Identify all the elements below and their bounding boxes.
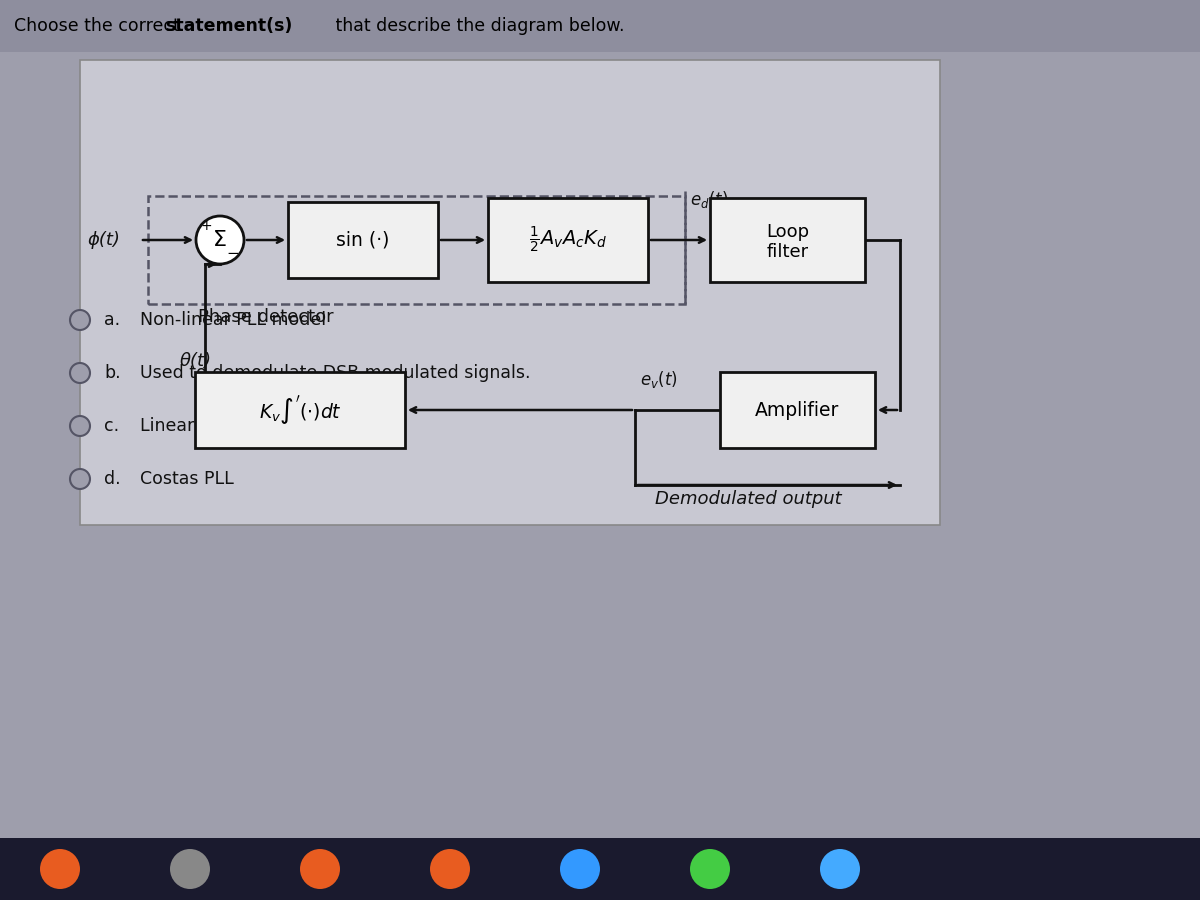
Text: Amplifier: Amplifier bbox=[755, 400, 840, 419]
Text: $\frac{1}{2}A_vA_cK_d$: $\frac{1}{2}A_vA_cK_d$ bbox=[529, 225, 607, 255]
Text: $e_v(t)$: $e_v(t)$ bbox=[640, 369, 678, 390]
Circle shape bbox=[70, 416, 90, 436]
Circle shape bbox=[690, 849, 730, 889]
Circle shape bbox=[820, 849, 860, 889]
Bar bbox=[148, 196, 685, 304]
Text: Used to demodulate DSB modulated signals.: Used to demodulate DSB modulated signals… bbox=[140, 364, 530, 382]
Text: Linear PLL model: Linear PLL model bbox=[140, 417, 289, 435]
Circle shape bbox=[70, 310, 90, 330]
Text: −: − bbox=[227, 247, 239, 262]
Text: Loop: Loop bbox=[766, 223, 809, 241]
Circle shape bbox=[560, 849, 600, 889]
Text: θ(t): θ(t) bbox=[180, 352, 212, 370]
Text: statement(s): statement(s) bbox=[166, 17, 293, 35]
Bar bbox=[720, 372, 875, 448]
Circle shape bbox=[170, 849, 210, 889]
Text: Costas PLL: Costas PLL bbox=[140, 470, 234, 488]
Text: Non-linear PLL model: Non-linear PLL model bbox=[140, 311, 326, 329]
Bar bbox=[0, 838, 1200, 900]
Text: Phase detector: Phase detector bbox=[198, 308, 334, 326]
Text: b.: b. bbox=[104, 364, 121, 382]
Text: Σ: Σ bbox=[214, 230, 227, 250]
Circle shape bbox=[40, 849, 80, 889]
Text: Choose the correct: Choose the correct bbox=[14, 17, 185, 35]
Text: ϕ(t): ϕ(t) bbox=[88, 231, 121, 249]
Text: +: + bbox=[200, 219, 212, 233]
Text: that describe the diagram below.: that describe the diagram below. bbox=[330, 17, 624, 35]
Circle shape bbox=[70, 363, 90, 383]
Circle shape bbox=[70, 469, 90, 489]
Circle shape bbox=[300, 849, 340, 889]
Text: c.: c. bbox=[104, 417, 119, 435]
Text: $K_v\int'(\cdot)dt$: $K_v\int'(\cdot)dt$ bbox=[258, 393, 342, 427]
Bar bbox=[488, 198, 648, 282]
Text: filter: filter bbox=[767, 243, 809, 261]
Bar bbox=[288, 202, 438, 278]
Text: a.: a. bbox=[104, 311, 120, 329]
Text: d.: d. bbox=[104, 470, 121, 488]
Bar bbox=[80, 60, 940, 525]
Bar bbox=[194, 372, 406, 448]
Text: Demodulated output: Demodulated output bbox=[655, 490, 841, 508]
Circle shape bbox=[196, 216, 244, 264]
Text: $e_d(t)$: $e_d(t)$ bbox=[690, 189, 728, 210]
Bar bbox=[80, 60, 940, 525]
Bar bbox=[710, 198, 865, 282]
Circle shape bbox=[430, 849, 470, 889]
Bar bbox=[0, 0, 1200, 52]
Text: sin (·): sin (·) bbox=[336, 230, 390, 249]
